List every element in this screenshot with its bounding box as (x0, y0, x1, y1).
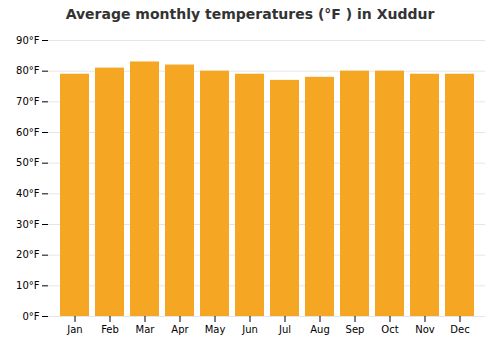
svg-text:40°F: 40°F (16, 188, 40, 199)
svg-text:Nov: Nov (415, 324, 435, 335)
svg-text:60°F: 60°F (16, 127, 40, 138)
svg-text:10°F: 10°F (16, 280, 40, 291)
html-text:Average monthly temperatures (: Average monthly temperatures (°F ) in Xu… (65, 6, 435, 22)
svg-text:80°F: 80°F (16, 65, 40, 76)
svg-text:Mar: Mar (136, 324, 156, 335)
svg-text:0°F: 0°F (22, 311, 39, 322)
svg-text:Apr: Apr (171, 324, 189, 335)
svg-text:Oct: Oct (381, 324, 398, 335)
svg-text:20°F: 20°F (16, 249, 40, 260)
svg-text:90°F: 90°F (16, 35, 40, 46)
svg-text:30°F: 30°F (16, 219, 40, 230)
svg-text:Sep: Sep (346, 324, 365, 335)
svg-text:50°F: 50°F (16, 157, 40, 168)
svg-text:Jan: Jan (66, 324, 82, 335)
svg-text:Feb: Feb (101, 324, 119, 335)
svg-text:May: May (205, 324, 226, 335)
svg-text:Aug: Aug (310, 324, 330, 335)
svg-text:Dec: Dec (450, 324, 469, 335)
svg-text:Jun: Jun (241, 324, 258, 335)
svg-text:70°F: 70°F (16, 96, 40, 107)
svg-text:Jul: Jul (278, 324, 291, 335)
